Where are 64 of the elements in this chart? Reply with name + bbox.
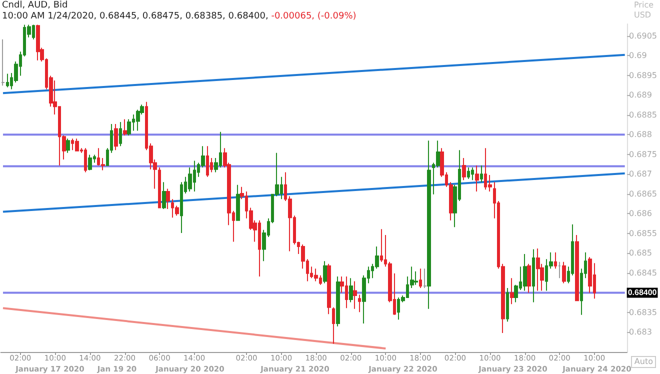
y-tick-label: 0.685 [629, 248, 652, 258]
candlestick [575, 234, 579, 302]
y-tick-label: 0.6835 [629, 308, 658, 317]
candlestick [1, 38, 5, 86]
y-tick-label: 0.683 [629, 328, 652, 337]
y-tick-label: 0.69 [629, 51, 647, 60]
candlestick [123, 118, 127, 136]
chart-subtitle: 10:00 AM 1/24/2020, 0.68445, 0.68475, 0.68385, 0.68400, [2, 12, 272, 22]
candlestick [475, 164, 479, 192]
candlestick [336, 276, 340, 327]
y-tick-label: 0.6845 [629, 268, 658, 278]
candlestick [471, 166, 474, 181]
y-tick-label: 0.686 [629, 209, 652, 218]
candlestick [510, 278, 514, 305]
chart-title: Cndl, AUD, Bid [2, 0, 68, 10]
candlestick [554, 252, 557, 270]
candlestick [327, 263, 331, 315]
candlestick [162, 182, 166, 210]
candlestick [558, 261, 561, 279]
text: -0.00065, (-0.09%) [271, 12, 356, 22]
candlestick [358, 294, 361, 313]
candlestick [467, 166, 470, 180]
y-tick-label: 0.6895 [629, 70, 658, 80]
candlestick [314, 268, 318, 282]
y-tick-label: 0.6865 [629, 189, 658, 198]
candlestick [166, 188, 170, 210]
candlestick [88, 154, 92, 171]
candlestick [527, 263, 531, 294]
y-tick-label: 0.688 [629, 130, 652, 140]
ref-line-label: 0.68400 [628, 288, 658, 298]
candlestick [536, 248, 540, 292]
y-tick-label: 0.6875 [629, 150, 658, 159]
candlestick [419, 268, 422, 288]
y-tick-label: 0.6855 [629, 228, 658, 238]
candlestick [423, 268, 427, 288]
candlestick [349, 278, 353, 303]
candlestick [506, 287, 509, 322]
y-tick-label: 0.6905 [629, 31, 658, 40]
candlestick [84, 148, 87, 173]
candlestick [119, 122, 122, 147]
candlestick [66, 138, 70, 154]
auto-button: Auto [631, 356, 656, 368]
candlestick [127, 118, 131, 136]
candlestick [36, 24, 40, 61]
candlestick [332, 306, 335, 344]
candlestick [353, 280, 357, 310]
y-axis-title: Price USD [634, 0, 656, 20]
candlestick [462, 157, 466, 181]
candlestick [75, 138, 79, 152]
candlestick [480, 164, 483, 183]
y-tick-label: 0.687 [629, 170, 652, 179]
candlestick [6, 73, 9, 88]
candlestick [562, 261, 566, 284]
candlestick [206, 146, 209, 178]
candlestick [523, 253, 527, 292]
candlestick [380, 228, 383, 262]
candlestick [236, 184, 240, 221]
candlestick [414, 270, 418, 286]
y-tick-label: 0.689 [629, 90, 652, 100]
candlestick [114, 123, 118, 151]
y-tick-label: 0.6885 [629, 110, 658, 120]
candlestick [532, 248, 535, 303]
candlestick [323, 260, 327, 284]
candlestick [427, 140, 431, 310]
